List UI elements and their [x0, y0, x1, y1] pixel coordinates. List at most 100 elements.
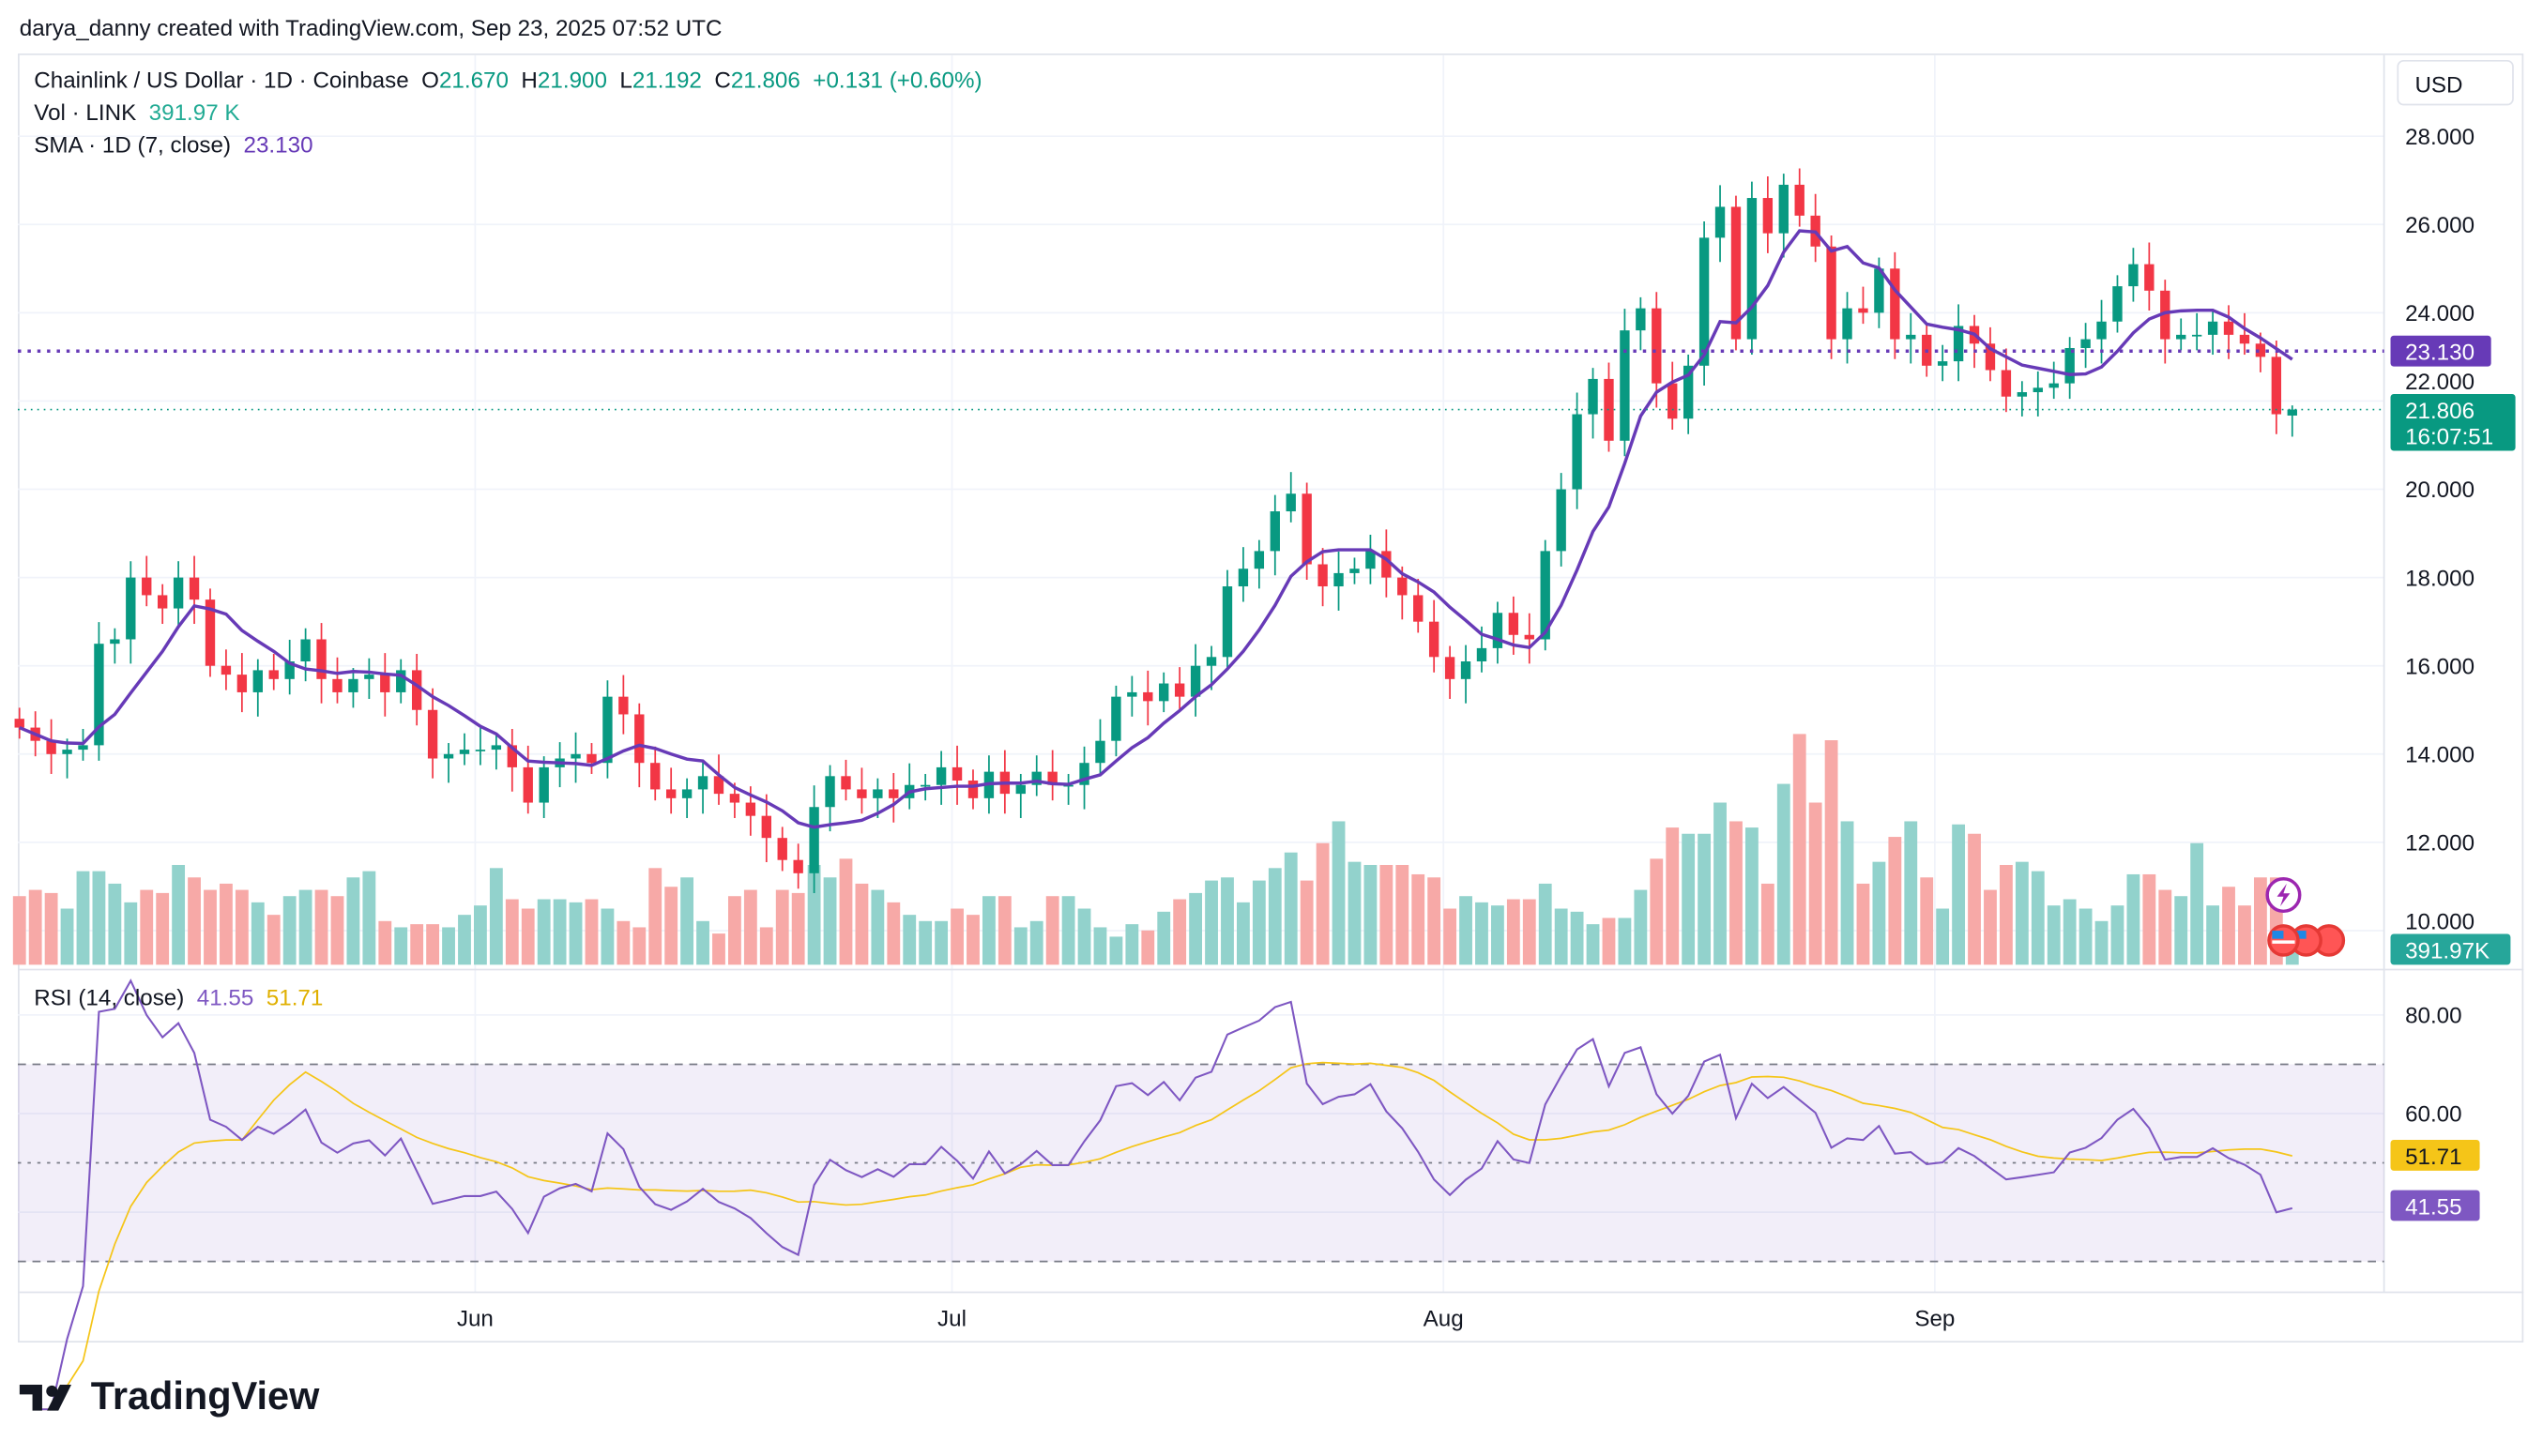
candle-up	[2287, 409, 2297, 416]
rsi-tick-label: 60.00	[2405, 1102, 2462, 1128]
rsi-ma-tag	[2390, 1139, 2480, 1171]
volume-bar	[1061, 896, 1075, 965]
volume-bar	[458, 915, 471, 965]
candle-down	[777, 838, 787, 860]
volume-bar	[1792, 734, 1806, 965]
volume-bar	[537, 899, 551, 965]
sma-legend[interactable]: SMA · 1D (7, close) 23.130	[34, 131, 312, 158]
volume-bar	[1666, 827, 1680, 965]
candle-up	[1476, 647, 1487, 662]
volume-bar	[2238, 905, 2251, 965]
time-axis: Jun Jul Aug Sep	[457, 1307, 1955, 1332]
volume-bar	[1904, 821, 1918, 965]
candle-up	[475, 750, 486, 751]
price-axis[interactable]: 28.000 26.000 24.000 22.000 20.000 18.000 16.0…	[2405, 125, 2474, 1128]
volume-bar	[1586, 924, 1600, 965]
volume-bar	[28, 889, 42, 965]
candle-up	[126, 577, 136, 640]
time-tick-label: Sep	[1914, 1307, 1955, 1332]
candle-up	[1698, 237, 1710, 366]
volume-bar	[935, 920, 949, 965]
volume-tag	[2390, 933, 2511, 965]
candle-up	[1556, 489, 1566, 552]
candle-down	[316, 639, 327, 679]
us-flag-event-icon[interactable]	[2267, 924, 2346, 957]
candle-up	[2176, 334, 2186, 340]
candle-up	[1127, 691, 1137, 697]
volume-bar	[314, 889, 328, 965]
price-tick-label: 18.000	[2405, 566, 2474, 591]
candle-up	[443, 753, 454, 759]
volume-bar	[12, 896, 26, 965]
candle-up	[571, 753, 581, 759]
volume-bar	[204, 889, 217, 965]
candle-up	[2191, 334, 2202, 337]
rsi-legend[interactable]: RSI (14, close) 41.55 51.71	[34, 984, 323, 1010]
volume-bar	[220, 883, 233, 965]
candle-down	[1317, 564, 1328, 587]
symbol-legend[interactable]: Chainlink / US Dollar · 1D · Coinbase O2…	[34, 67, 982, 93]
volume-bar	[2015, 861, 2029, 965]
volume-bar	[1729, 821, 1743, 965]
volume-bar	[235, 889, 249, 965]
candle-down	[1858, 308, 1868, 313]
volume-bar	[1936, 908, 1950, 965]
candle-down	[411, 670, 422, 710]
rsi-ma-value: 51.71	[266, 984, 324, 1010]
volume-bar	[2253, 877, 2267, 965]
volume-bar	[1490, 905, 1504, 965]
candle-up	[1222, 586, 1233, 658]
volume-bar	[1284, 852, 1298, 965]
brand-name: TradingView	[90, 1374, 320, 1419]
volume-bar	[664, 887, 678, 965]
candle-down	[1826, 246, 1836, 340]
volume-bar	[1682, 833, 1696, 965]
volume-bar	[1618, 918, 1632, 965]
volume-bar	[1173, 899, 1187, 965]
last-price-tag	[2390, 393, 2516, 451]
volume-bar	[1650, 858, 1664, 965]
chart-frame	[18, 53, 2524, 1343]
volume-bar	[282, 896, 297, 965]
candle-up	[1286, 493, 1296, 512]
candle-up	[2033, 387, 2043, 393]
candle-up	[62, 750, 72, 754]
rsi-tag	[2390, 1190, 2480, 1221]
volume-bar	[1776, 783, 1790, 965]
time-tick-label: Aug	[1424, 1307, 1464, 1332]
sma-price-tag-text: 23.130	[2405, 341, 2474, 366]
tradingview-logo[interactable]: TradingView	[19, 1374, 320, 1420]
candle-up	[491, 745, 502, 751]
candle-up	[1937, 361, 1948, 366]
currency-button[interactable]: USD	[2397, 59, 2514, 106]
candle-down	[586, 753, 597, 764]
candle-down	[1047, 771, 1058, 785]
candle-down	[2223, 321, 2234, 335]
lightning-event-icon[interactable]	[2265, 877, 2302, 914]
volume-bar	[505, 899, 519, 965]
candle-down	[713, 776, 724, 795]
candle-up	[1540, 551, 1550, 640]
candle-up	[459, 750, 470, 754]
volume-bar	[1602, 918, 1616, 965]
candle-down	[618, 696, 629, 715]
volume-bar	[553, 899, 567, 965]
volume-bar	[92, 871, 106, 965]
candle-down	[1397, 577, 1408, 596]
volume-bar	[2063, 899, 2077, 965]
volume-bar	[903, 915, 917, 965]
volume-bar	[1125, 924, 1139, 965]
candle-up	[1778, 184, 1789, 234]
volume-bar	[1205, 880, 1218, 965]
volume-bar	[712, 933, 725, 965]
volume-bar	[617, 920, 631, 965]
candle-up	[1714, 206, 1726, 238]
volume-bar	[76, 871, 90, 965]
candle-down	[650, 763, 661, 790]
volume-bar	[1316, 842, 1330, 965]
candle-down	[507, 745, 517, 767]
volume-bar	[728, 896, 741, 965]
candle-up	[2048, 383, 2059, 388]
volume-legend[interactable]: Vol · LINK 391.97 K	[34, 99, 239, 125]
